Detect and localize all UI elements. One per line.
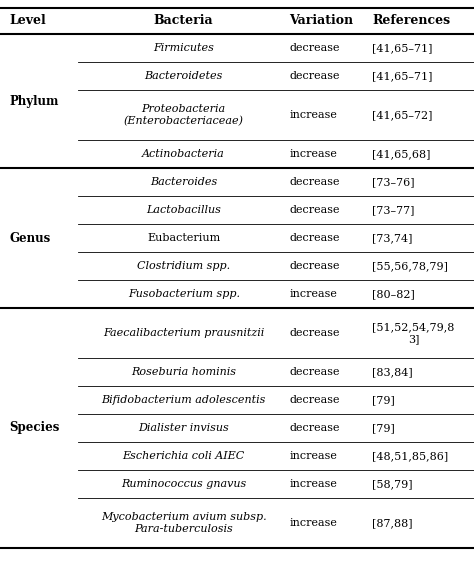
Text: [41,65–71]: [41,65–71] [373, 43, 433, 53]
Text: decrease: decrease [290, 71, 340, 81]
Text: [73–77]: [73–77] [373, 205, 415, 215]
Text: Variation: Variation [290, 14, 354, 27]
Text: Phylum: Phylum [9, 94, 59, 108]
Text: increase: increase [290, 289, 337, 299]
Text: Bacteria: Bacteria [154, 14, 213, 27]
Text: Species: Species [9, 422, 60, 435]
Text: Roseburia hominis: Roseburia hominis [131, 367, 236, 377]
Text: Lactobacillus: Lactobacillus [146, 205, 221, 215]
Text: References: References [373, 14, 450, 27]
Text: Bacteroides: Bacteroides [150, 177, 217, 187]
Text: [87,88]: [87,88] [373, 518, 413, 528]
Text: Escherichia coli AIEC: Escherichia coli AIEC [123, 451, 245, 461]
Text: decrease: decrease [290, 395, 340, 405]
Text: [41,65–72]: [41,65–72] [373, 110, 433, 120]
Text: increase: increase [290, 479, 337, 489]
Text: increase: increase [290, 149, 337, 159]
Text: [73,74]: [73,74] [373, 233, 413, 243]
Text: [58,79]: [58,79] [373, 479, 413, 489]
Text: [79]: [79] [373, 423, 395, 433]
Text: decrease: decrease [290, 367, 340, 377]
Text: decrease: decrease [290, 423, 340, 433]
Text: [55,56,78,79]: [55,56,78,79] [373, 261, 448, 271]
Text: Faecalibacterium prausnitzii: Faecalibacterium prausnitzii [103, 328, 264, 338]
Text: Eubacterium: Eubacterium [147, 233, 220, 243]
Text: decrease: decrease [290, 233, 340, 243]
Text: Firmicutes: Firmicutes [153, 43, 214, 53]
Text: [79]: [79] [373, 395, 395, 405]
Text: Clostridium spp.: Clostridium spp. [137, 261, 230, 271]
Text: [51,52,54,79,8
3]: [51,52,54,79,8 3] [373, 322, 455, 344]
Text: [41,65–71]: [41,65–71] [373, 71, 433, 81]
Text: decrease: decrease [290, 205, 340, 215]
Text: [73–76]: [73–76] [373, 177, 415, 187]
Text: increase: increase [290, 110, 337, 120]
Text: Genus: Genus [9, 232, 51, 244]
Text: Fusobacterium spp.: Fusobacterium spp. [128, 289, 240, 299]
Text: [80–82]: [80–82] [373, 289, 415, 299]
Text: Mycobacterium avium subsp.
Para-tuberculosis: Mycobacterium avium subsp. Para-tubercul… [101, 512, 266, 534]
Text: increase: increase [290, 518, 337, 528]
Text: [83,84]: [83,84] [373, 367, 413, 377]
Text: Ruminococcus gnavus: Ruminococcus gnavus [121, 479, 246, 489]
Text: decrease: decrease [290, 177, 340, 187]
Text: decrease: decrease [290, 43, 340, 53]
Text: Bifidobacterium adolescentis: Bifidobacterium adolescentis [101, 395, 266, 405]
Text: Proteobacteria
(Enterobacteriaceae): Proteobacteria (Enterobacteriaceae) [124, 104, 244, 126]
Text: [48,51,85,86]: [48,51,85,86] [373, 451, 448, 461]
Text: Bacteroidetes: Bacteroidetes [145, 71, 223, 81]
Text: decrease: decrease [290, 261, 340, 271]
Text: Actinobacteria: Actinobacteria [142, 149, 225, 159]
Text: Dialister invisus: Dialister invisus [138, 423, 229, 433]
Text: increase: increase [290, 451, 337, 461]
Text: [41,65,68]: [41,65,68] [373, 149, 431, 159]
Text: decrease: decrease [290, 328, 340, 338]
Text: Level: Level [9, 14, 46, 27]
